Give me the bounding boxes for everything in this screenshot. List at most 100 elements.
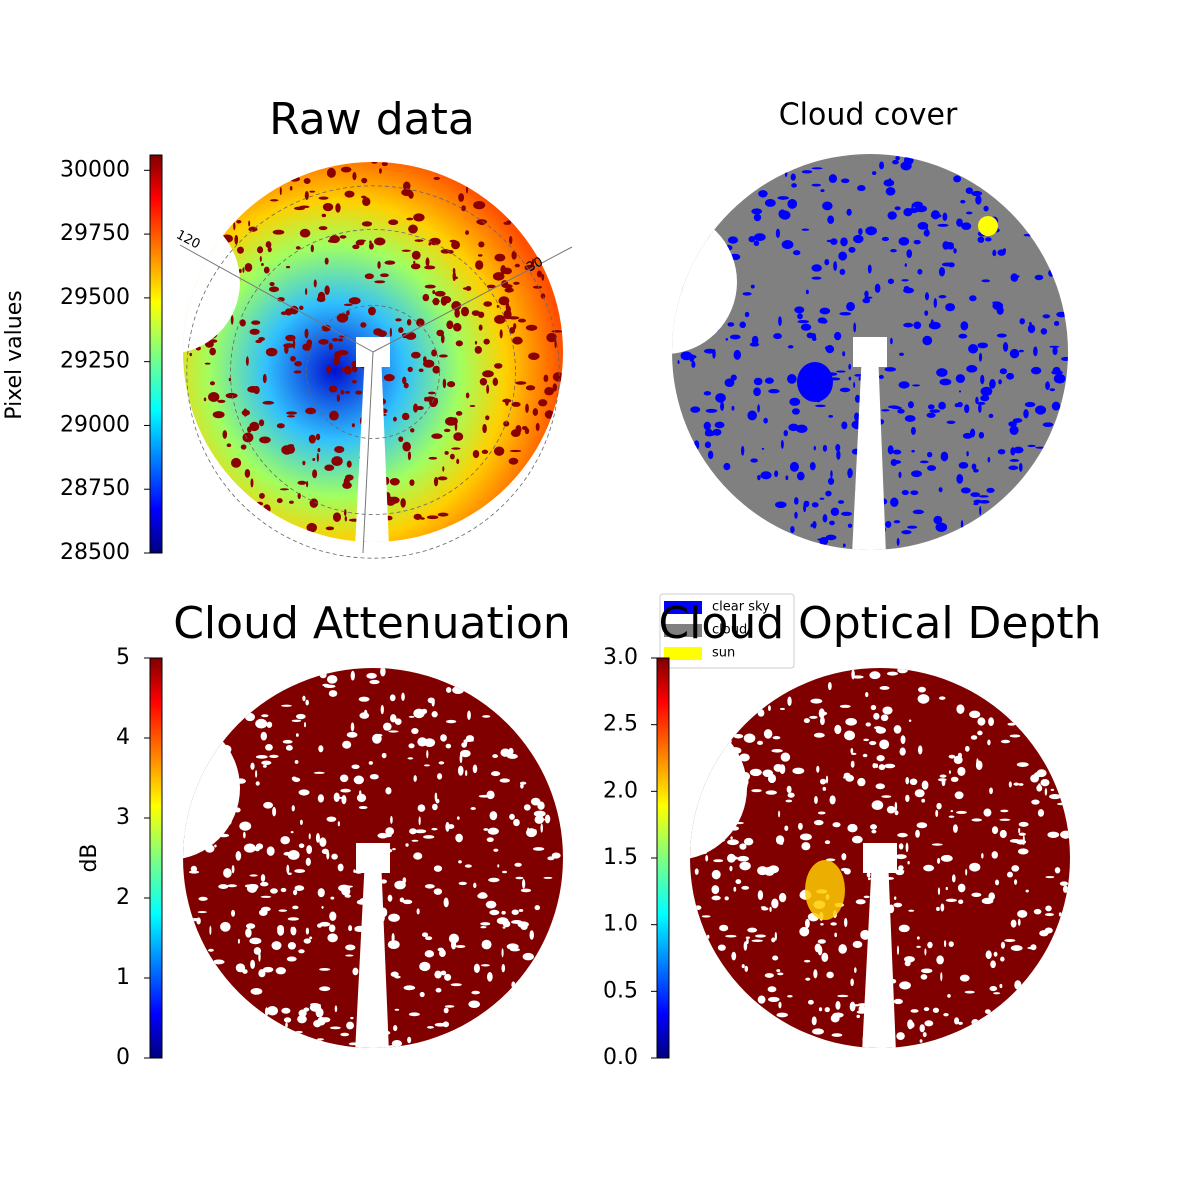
speckle	[829, 520, 835, 526]
speckle	[969, 862, 981, 872]
speckle	[966, 365, 978, 373]
speckle	[340, 788, 351, 793]
speckle	[503, 421, 510, 427]
speckle	[853, 381, 856, 389]
speckle	[851, 835, 863, 844]
speckle	[234, 234, 239, 245]
speckle	[276, 423, 285, 429]
speckle	[801, 228, 810, 231]
speckle	[951, 874, 956, 883]
speckle	[432, 803, 438, 811]
speckle	[1037, 809, 1045, 817]
speckle	[435, 798, 440, 804]
speckle	[501, 963, 506, 973]
speckle	[413, 775, 417, 782]
speckle	[938, 696, 946, 700]
speckle	[295, 1030, 303, 1034]
speckle	[402, 376, 407, 385]
speckle	[526, 827, 530, 835]
speckle	[898, 843, 904, 850]
speckle	[941, 262, 953, 267]
speckle	[492, 754, 498, 759]
speckle	[755, 934, 766, 938]
speckle	[358, 805, 368, 810]
speckle	[1002, 248, 1007, 253]
speckle	[268, 286, 280, 293]
speckle	[892, 460, 902, 464]
speckle	[1061, 356, 1068, 361]
speckle	[361, 177, 368, 184]
speckle	[743, 941, 748, 951]
speckle	[212, 411, 225, 419]
speckle	[957, 766, 966, 776]
speckle	[790, 173, 796, 181]
speckle	[822, 514, 828, 523]
speckle	[933, 298, 938, 308]
speckle	[834, 932, 838, 938]
speckle	[725, 934, 737, 938]
speckle	[299, 819, 303, 826]
speckle	[899, 981, 911, 990]
speckle	[345, 954, 354, 957]
speckle	[787, 696, 792, 707]
speckle	[996, 333, 1007, 338]
speckle	[826, 239, 833, 243]
speckle	[334, 445, 345, 454]
speckle	[822, 201, 833, 211]
speckle	[887, 445, 894, 455]
speckle	[442, 1021, 450, 1028]
speckle	[509, 449, 522, 453]
speckle	[413, 708, 425, 719]
speckle	[204, 362, 211, 365]
speckle	[336, 313, 349, 323]
speckle	[812, 1028, 824, 1035]
speckle	[936, 906, 940, 911]
speckle	[745, 936, 751, 939]
speckle	[935, 809, 939, 817]
speckle	[830, 238, 838, 245]
speckle	[433, 888, 443, 895]
speckle	[1018, 349, 1024, 353]
speckle	[1017, 918, 1021, 926]
speckle	[827, 682, 832, 691]
panel-title: Raw data	[269, 94, 475, 145]
speckle	[903, 208, 913, 217]
speckle	[413, 260, 416, 264]
speckle	[259, 256, 262, 262]
speckle	[421, 932, 429, 937]
speckle	[346, 460, 352, 468]
speckle	[287, 942, 296, 950]
speckle	[472, 764, 478, 774]
speckle	[534, 829, 537, 836]
speckle	[543, 876, 553, 879]
speckle	[820, 189, 825, 193]
speckle	[1019, 318, 1026, 325]
speckle	[413, 513, 422, 520]
speckle	[880, 714, 889, 722]
speckle	[445, 687, 452, 693]
speckle	[935, 522, 948, 533]
speckle	[332, 337, 339, 342]
speckle	[485, 415, 490, 421]
speckle	[236, 246, 244, 254]
speckle	[524, 428, 530, 435]
speckle	[249, 328, 260, 335]
speckle	[245, 923, 256, 929]
speckle	[269, 199, 279, 202]
speckle	[739, 321, 746, 329]
colorbar-tick-label: 3.0	[603, 645, 638, 670]
speckle	[731, 951, 737, 961]
speckle	[905, 777, 910, 785]
speckle	[1035, 446, 1045, 449]
speckle	[432, 365, 441, 374]
polar-spoke	[372, 246, 573, 353]
speckle	[477, 311, 485, 318]
speckle	[331, 456, 343, 467]
speckle	[747, 927, 758, 933]
speckle	[757, 474, 761, 481]
speckle	[1004, 939, 1016, 942]
speckle	[242, 432, 254, 443]
colorbar	[149, 154, 163, 554]
speckle	[434, 970, 442, 979]
speckle	[306, 845, 313, 855]
